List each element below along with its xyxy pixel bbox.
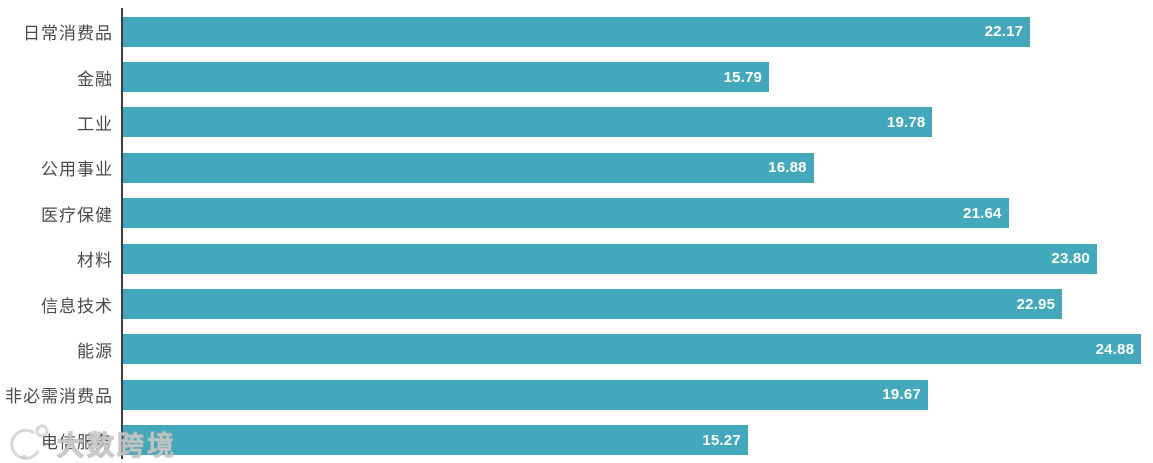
category-label: 日常消费品 bbox=[23, 24, 113, 44]
bar-track: 19.78 bbox=[123, 107, 1153, 138]
chart-row: 能源 24.88 bbox=[0, 327, 1153, 372]
bar-track: 23.80 bbox=[123, 243, 1153, 274]
category-label: 电信服务 bbox=[41, 432, 113, 452]
value-label: 21.64 bbox=[963, 204, 1002, 222]
value-label: 16.88 bbox=[768, 159, 807, 177]
y-axis-line bbox=[121, 8, 123, 459]
bar: 24.88 bbox=[123, 334, 1142, 365]
value-label: 19.67 bbox=[882, 386, 921, 404]
category-label: 医疗保健 bbox=[41, 205, 113, 225]
bar-track: 19.67 bbox=[123, 379, 1153, 410]
category-label: 材料 bbox=[77, 251, 113, 271]
chart-row: 非必需消费品 19.67 bbox=[0, 372, 1153, 417]
chart-row: 日常消费品 22.17 bbox=[0, 9, 1153, 54]
category-label: 公用事业 bbox=[41, 160, 113, 180]
value-label: 23.80 bbox=[1051, 250, 1090, 268]
chart-row: 工业 19.78 bbox=[0, 100, 1153, 145]
bar: 16.88 bbox=[123, 152, 814, 183]
category-label: 能源 bbox=[77, 341, 113, 361]
value-label: 19.78 bbox=[886, 113, 926, 131]
value-label: 24.88 bbox=[1095, 340, 1135, 358]
chart-rows: 日常消费品 22.17 金融 15.79 工业 19.78 公用事业 16.88 医疗保健 21.… bbox=[0, 9, 1153, 463]
category-label: 非必需消费品 bbox=[5, 387, 113, 407]
chart-row: 电信服务 15.27 bbox=[0, 418, 1153, 463]
value-label: 22.95 bbox=[1016, 295, 1056, 313]
category-label: 金融 bbox=[77, 69, 113, 89]
bar-track: 22.17 bbox=[123, 16, 1153, 47]
bar: 21.64 bbox=[123, 198, 1009, 229]
category-label: 工业 bbox=[77, 114, 113, 134]
bar: 19.78 bbox=[123, 107, 933, 138]
bar-track: 21.64 bbox=[123, 198, 1153, 229]
bar: 23.80 bbox=[123, 243, 1097, 274]
bar: 22.95 bbox=[123, 289, 1063, 320]
category-label: 信息技术 bbox=[41, 296, 113, 316]
chart-row: 医疗保健 21.64 bbox=[0, 191, 1153, 236]
bar: 15.79 bbox=[123, 62, 770, 93]
value-label: 15.79 bbox=[723, 68, 763, 86]
bar: 15.27 bbox=[123, 425, 748, 456]
bar: 19.67 bbox=[123, 379, 928, 410]
bar: 22.17 bbox=[123, 16, 1031, 47]
bar-track: 16.88 bbox=[123, 152, 1153, 183]
bar-track: 15.27 bbox=[123, 425, 1153, 456]
bar-track: 22.95 bbox=[123, 289, 1153, 320]
chart-row: 公用事业 16.88 bbox=[0, 145, 1153, 190]
bar-track: 15.79 bbox=[123, 62, 1153, 93]
chart-row: 金融 15.79 bbox=[0, 54, 1153, 99]
value-label: 15.27 bbox=[702, 431, 741, 449]
chart-row: 信息技术 22.95 bbox=[0, 281, 1153, 326]
chart-row: 材料 23.80 bbox=[0, 236, 1153, 281]
bar-track: 24.88 bbox=[123, 334, 1153, 365]
value-label: 22.17 bbox=[984, 23, 1024, 41]
